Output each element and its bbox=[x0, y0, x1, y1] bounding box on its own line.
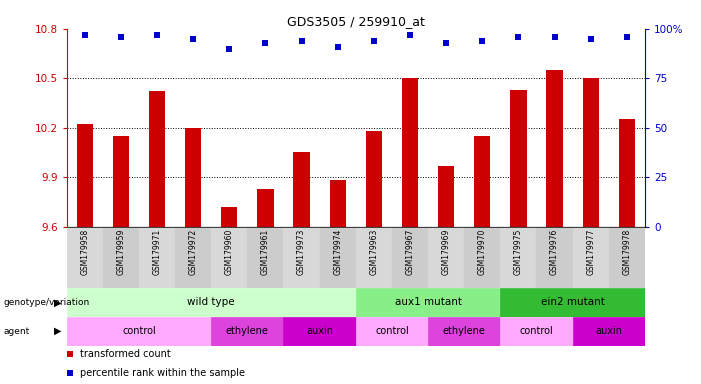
Bar bbox=[583, 78, 599, 227]
Bar bbox=[211, 317, 283, 346]
Bar bbox=[355, 317, 428, 346]
Bar bbox=[546, 70, 563, 227]
Text: GSM179969: GSM179969 bbox=[442, 228, 451, 275]
Text: control: control bbox=[375, 326, 409, 336]
Bar bbox=[221, 207, 238, 227]
Bar bbox=[355, 288, 501, 317]
Bar bbox=[113, 136, 129, 227]
Bar bbox=[366, 131, 382, 227]
Text: GSM179967: GSM179967 bbox=[405, 228, 414, 275]
Text: GSM179959: GSM179959 bbox=[116, 228, 125, 275]
Text: transformed count: transformed count bbox=[81, 349, 171, 359]
Bar bbox=[501, 227, 536, 288]
Text: aux1 mutant: aux1 mutant bbox=[395, 297, 461, 308]
Bar bbox=[67, 288, 356, 317]
Text: GSM179973: GSM179973 bbox=[297, 228, 306, 275]
Bar bbox=[329, 180, 346, 227]
Title: GDS3505 / 259910_at: GDS3505 / 259910_at bbox=[287, 15, 425, 28]
Bar bbox=[294, 152, 310, 227]
Text: percentile rank within the sample: percentile rank within the sample bbox=[81, 367, 245, 377]
Bar bbox=[76, 124, 93, 227]
Bar bbox=[573, 317, 645, 346]
Text: ein2 mutant: ein2 mutant bbox=[540, 297, 604, 308]
Bar bbox=[619, 119, 635, 227]
Bar bbox=[185, 128, 201, 227]
Bar bbox=[320, 227, 355, 288]
Bar bbox=[428, 227, 464, 288]
Bar bbox=[510, 90, 526, 227]
Text: auxin: auxin bbox=[595, 326, 622, 336]
Text: control: control bbox=[519, 326, 553, 336]
Bar bbox=[103, 227, 139, 288]
Text: GSM179977: GSM179977 bbox=[586, 228, 595, 275]
Text: ▶: ▶ bbox=[53, 297, 61, 308]
Bar bbox=[501, 288, 645, 317]
Bar bbox=[392, 227, 428, 288]
Text: ▶: ▶ bbox=[53, 326, 61, 336]
Text: agent: agent bbox=[4, 327, 29, 336]
Text: auxin: auxin bbox=[306, 326, 333, 336]
Text: control: control bbox=[122, 326, 156, 336]
Text: wild type: wild type bbox=[187, 297, 235, 308]
Bar bbox=[474, 136, 491, 227]
Bar bbox=[402, 78, 418, 227]
Bar bbox=[175, 227, 211, 288]
Bar bbox=[608, 227, 645, 288]
Bar bbox=[139, 227, 175, 288]
Bar bbox=[355, 227, 392, 288]
Text: GSM179975: GSM179975 bbox=[514, 228, 523, 275]
Text: GSM179963: GSM179963 bbox=[369, 228, 379, 275]
Text: GSM179970: GSM179970 bbox=[478, 228, 486, 275]
Bar bbox=[501, 317, 573, 346]
Bar bbox=[211, 227, 247, 288]
Text: GSM179961: GSM179961 bbox=[261, 228, 270, 275]
Bar bbox=[573, 227, 608, 288]
Text: ethylene: ethylene bbox=[443, 326, 486, 336]
Text: GSM179974: GSM179974 bbox=[333, 228, 342, 275]
Bar bbox=[247, 227, 283, 288]
Text: ethylene: ethylene bbox=[226, 326, 268, 336]
Bar bbox=[283, 227, 320, 288]
Bar bbox=[283, 317, 356, 346]
Text: GSM179958: GSM179958 bbox=[80, 228, 89, 275]
Bar bbox=[438, 166, 454, 227]
Text: GSM179976: GSM179976 bbox=[550, 228, 559, 275]
Bar bbox=[149, 91, 165, 227]
Text: GSM179972: GSM179972 bbox=[189, 228, 198, 275]
Bar bbox=[67, 317, 211, 346]
Bar bbox=[67, 227, 103, 288]
Text: GSM179960: GSM179960 bbox=[225, 228, 233, 275]
Text: GSM179971: GSM179971 bbox=[152, 228, 161, 275]
Text: GSM179978: GSM179978 bbox=[622, 228, 632, 275]
Bar bbox=[428, 317, 501, 346]
Text: genotype/variation: genotype/variation bbox=[4, 298, 90, 307]
Bar bbox=[536, 227, 573, 288]
Bar bbox=[257, 189, 273, 227]
Bar bbox=[464, 227, 501, 288]
